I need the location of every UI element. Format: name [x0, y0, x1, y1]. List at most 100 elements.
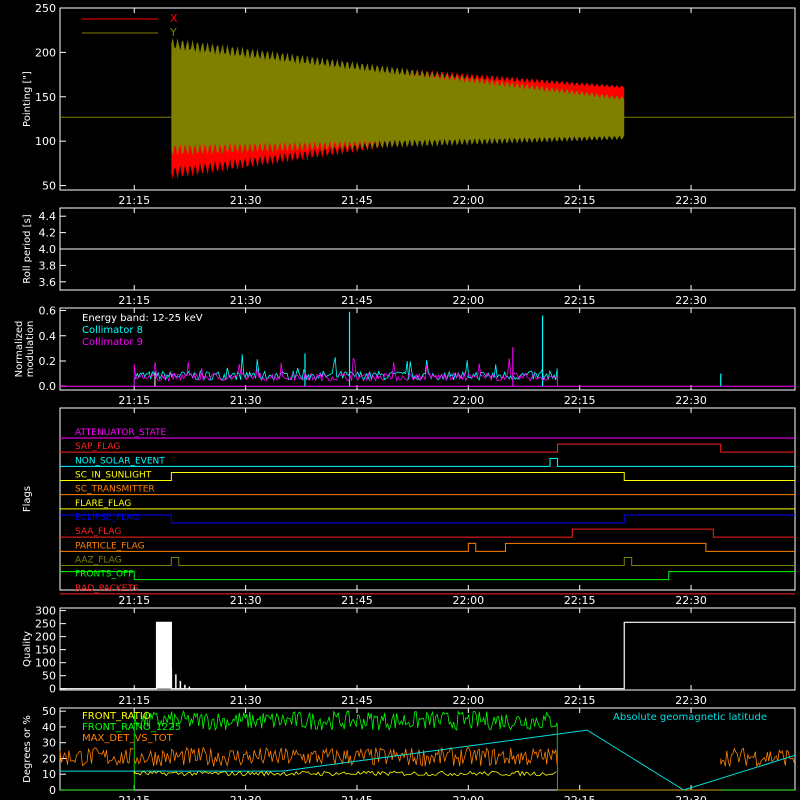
- series-collimator-trace: [133, 354, 558, 387]
- y-tick-label: 0: [49, 784, 56, 797]
- y-tick-label: 150: [35, 644, 56, 657]
- x-tick-label: 21:15: [118, 594, 150, 607]
- x-tick-label: 22:30: [675, 594, 707, 607]
- front-ratio-trace: [133, 770, 557, 777]
- x-tick-label: 21:45: [341, 594, 373, 607]
- y-tick-label: 4.4: [39, 210, 57, 223]
- y-axis-title: Quality: [22, 631, 33, 667]
- flag-trace: [60, 571, 795, 581]
- energy-band-annotation: Energy band: 12-25 keV: [82, 313, 203, 324]
- x-tick-label: 21:45: [341, 394, 373, 407]
- flag-label: SC_TRANSMITTER: [75, 485, 155, 495]
- x-tick-label: 21:15: [118, 794, 150, 800]
- y-axis-title-text: Quality: [22, 631, 33, 667]
- y-tick-label: 20: [42, 752, 56, 765]
- series-y-band: [171, 37, 625, 157]
- y-tick-label: 4.2: [39, 227, 57, 240]
- x-tick-label: 22:30: [675, 794, 707, 800]
- y-tick-label: 300: [35, 605, 56, 618]
- x-tick-label: 22:30: [675, 294, 707, 307]
- legend-label: FRONT_RATIO_1225: [82, 722, 181, 733]
- flag-label: FRONTS_OFF: [75, 570, 133, 580]
- x-tick-label: 22:00: [452, 194, 484, 207]
- x-tick-label: 22:30: [675, 394, 707, 407]
- flag-label: ATTENUATOR_STATE: [75, 428, 167, 438]
- y-tick-label: 250: [35, 618, 56, 631]
- flag-label: ECLIPSE_FLAG: [75, 513, 139, 523]
- x-tick-label: 22:15: [564, 394, 596, 407]
- max-det-trace: [59, 746, 795, 791]
- x-tick-label: 21:15: [118, 294, 150, 307]
- y-axis-title-text: Pointing ["]: [22, 71, 33, 127]
- quality-trace: [60, 621, 795, 690]
- flag-trace: [60, 443, 795, 453]
- x-tick-label: 22:00: [452, 794, 484, 800]
- legend-label: Collimator 9: [82, 337, 143, 348]
- flag-label: AAZ_FLAG: [75, 556, 122, 566]
- x-tick-label: 22:30: [675, 694, 707, 707]
- y-axis-title-line: modulation: [25, 321, 36, 378]
- y-tick-label: 3.8: [39, 259, 57, 272]
- y-axis-title-text: Flags: [22, 486, 33, 512]
- legend-label: MAX_DET_VS_TOT: [82, 733, 174, 744]
- x-tick-label: 22:30: [675, 194, 707, 207]
- y-tick-label: 10: [42, 768, 56, 781]
- panel-0-frame: [59, 7, 796, 191]
- x-tick-label: 22:00: [452, 294, 484, 307]
- quality-block: [156, 622, 172, 689]
- y-axis-title-text: Degrees or %: [22, 715, 33, 783]
- flag-label: FLARE_FLAG: [75, 499, 131, 509]
- x-tick-label: 21:30: [230, 294, 262, 307]
- front-ratio-1225-trace: [60, 710, 795, 791]
- legend-label: FRONT_RATIO: [82, 711, 151, 722]
- y-tick-label: 50: [42, 180, 56, 193]
- y-tick-label: 4.0: [39, 243, 57, 256]
- x-tick-label: 21:15: [118, 694, 150, 707]
- x-tick-label: 22:00: [452, 394, 484, 407]
- y-tick-label: 0.4: [39, 330, 57, 343]
- flag-trace: [60, 542, 795, 552]
- x-tick-label: 21:30: [230, 794, 262, 800]
- x-tick-label: 21:45: [341, 294, 373, 307]
- series-collimator-trace: [133, 357, 558, 387]
- geomagnetic-latitude-trace: [60, 729, 796, 791]
- legend-label: Absolute geomagnetic latitude: [613, 712, 767, 723]
- y-tick-label: 50: [42, 670, 56, 683]
- x-tick-label: 22:00: [452, 694, 484, 707]
- x-tick-label: 21:30: [230, 694, 262, 707]
- flag-trace: [60, 528, 795, 538]
- flag-trace: [60, 472, 795, 481]
- y-tick-label: 0.6: [39, 305, 57, 318]
- x-tick-label: 22:15: [564, 694, 596, 707]
- y-tick-label: 100: [35, 135, 56, 148]
- legend-label: Y: [169, 26, 177, 39]
- x-tick-label: 21:15: [118, 194, 150, 207]
- y-tick-label: 50: [42, 705, 56, 718]
- y-axis-title: Degrees or %: [22, 715, 33, 783]
- flag-trace: [60, 457, 795, 467]
- flag-label: PARTICLE_FLAG: [75, 541, 145, 551]
- x-tick-label: 22:15: [564, 294, 596, 307]
- y-axis-title: Pointing ["]: [22, 71, 33, 127]
- flag-label: NON_SOLAR_EVENT: [75, 456, 165, 466]
- y-tick-label: 150: [35, 91, 56, 104]
- x-tick-label: 22:15: [564, 194, 596, 207]
- flag-label: BAD_PACKETS: [75, 584, 139, 594]
- x-tick-label: 21:30: [230, 194, 262, 207]
- y-axis-title: Normalized modulation: [14, 321, 36, 378]
- y-tick-label: 0.2: [39, 355, 57, 368]
- flag-label: SC_IN_SUNLIGHT: [75, 471, 152, 481]
- legend-label: X: [170, 12, 178, 25]
- y-tick-label: 40: [42, 721, 56, 734]
- x-tick-label: 21:15: [118, 394, 150, 407]
- flag-trace: [60, 514, 795, 524]
- y-tick-label: 30: [42, 737, 56, 750]
- y-axis-title-line: Normalized: [14, 321, 25, 378]
- x-tick-label: 21:45: [341, 794, 373, 800]
- flag-label: SAA_FLAG: [75, 527, 121, 537]
- panel-3-frame: [59, 407, 796, 591]
- y-axis-title-text: Roll period [s]: [22, 214, 33, 283]
- panel-5-frame: [59, 707, 796, 791]
- x-tick-label: 21:45: [341, 694, 373, 707]
